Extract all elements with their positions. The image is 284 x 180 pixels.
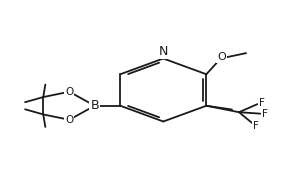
Text: O: O (218, 52, 226, 62)
Text: O: O (65, 87, 74, 97)
Text: F: F (253, 121, 259, 131)
Text: O: O (65, 87, 74, 97)
Text: B: B (90, 99, 99, 112)
Text: F: F (262, 109, 268, 119)
Text: O: O (218, 52, 226, 62)
Text: N: N (158, 45, 168, 58)
Text: F: F (262, 109, 268, 119)
Text: O: O (65, 115, 74, 125)
Text: F: F (259, 98, 265, 108)
Text: N: N (158, 45, 168, 58)
Text: F: F (259, 98, 265, 108)
Text: F: F (253, 121, 259, 131)
Text: B: B (90, 99, 99, 112)
Text: O: O (65, 115, 74, 125)
